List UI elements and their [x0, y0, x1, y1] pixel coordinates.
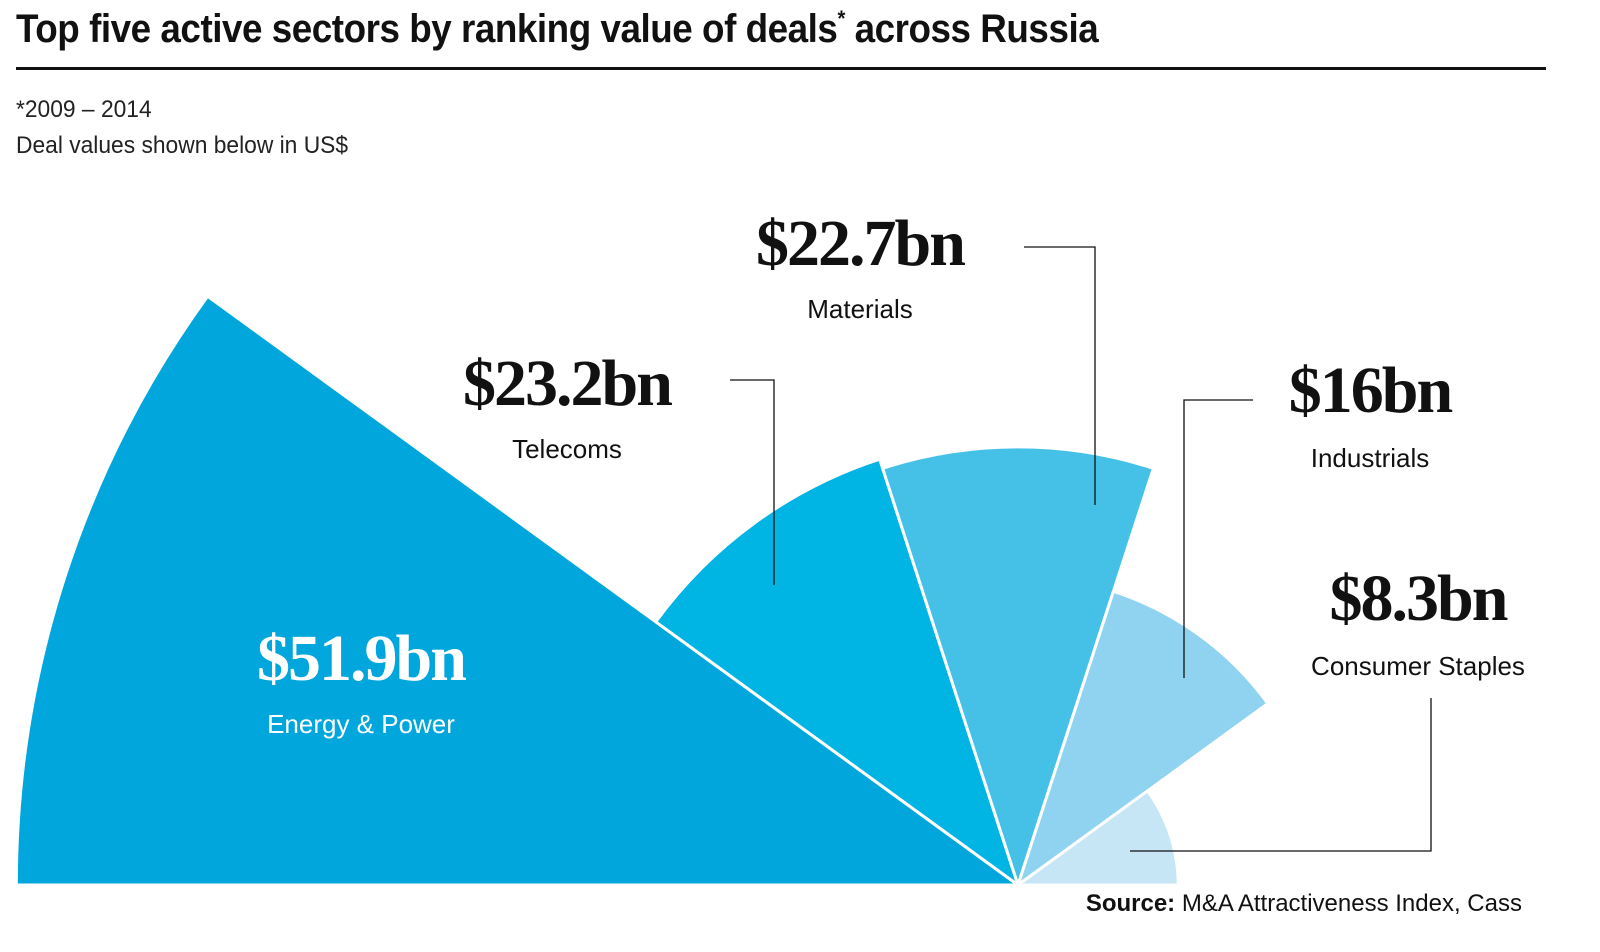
- category-label-materials: Materials: [807, 294, 912, 324]
- leader-line-industrials: [1183, 399, 1253, 678]
- source-label: Source:: [1085, 890, 1176, 917]
- value-label-telecoms: $23.2bn: [463, 347, 672, 420]
- category-label-consumer-staples: Consumer Staples: [1311, 651, 1525, 681]
- note-period: *2009 – 2014: [16, 96, 152, 123]
- title-text: Top five active sectors by ranking value…: [16, 7, 838, 51]
- category-label-energy-power: Energy & Power: [267, 709, 455, 739]
- sector-materials: [881, 445, 1155, 887]
- value-label-energy-power: $51.9bn: [257, 622, 466, 695]
- leader-line-telecoms: [730, 379, 775, 585]
- sector-telecoms: [654, 457, 1020, 887]
- category-label-industrials: Industrials: [1311, 443, 1430, 473]
- title-suffix: across Russia: [844, 7, 1099, 51]
- source-note: Source: M&A Attractiveness Index, Cass: [1086, 890, 1522, 918]
- sector-industrials: [1016, 589, 1270, 887]
- sector-energy-power: [14, 294, 1020, 887]
- note-units: Deal values shown below in US$: [16, 132, 349, 159]
- title-footnote-marker: *: [837, 6, 845, 31]
- value-label-consumer-staples: $8.3bn: [1330, 562, 1508, 635]
- chart-title: Top five active sectors by ranking value…: [16, 6, 1099, 52]
- value-label-materials: $22.7bn: [756, 207, 965, 280]
- source-text: M&A Attractiveness Index, Cass: [1175, 890, 1522, 917]
- category-label-telecoms: Telecoms: [512, 434, 622, 464]
- leader-line-consumer-staples: [1130, 698, 1432, 852]
- title-divider: [16, 67, 1546, 70]
- leader-line-materials: [1024, 246, 1096, 505]
- value-label-industrials: $16bn: [1289, 354, 1453, 427]
- sector-consumer-staples: [1016, 789, 1180, 887]
